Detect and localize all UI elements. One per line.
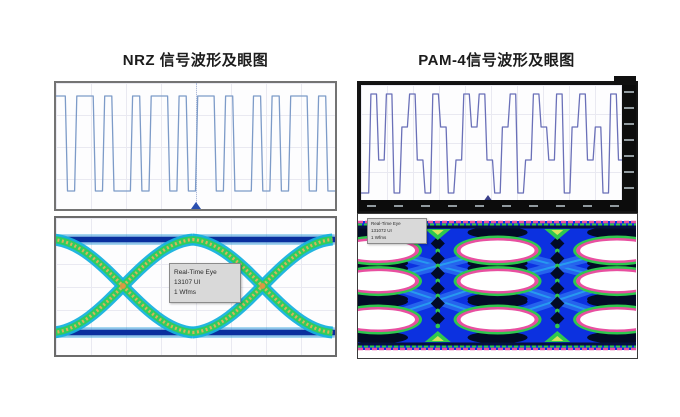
- nrz-waveform-panel: [54, 81, 337, 211]
- y-tick-label: [624, 107, 634, 109]
- nrz-eye-diagram: [56, 233, 335, 339]
- nrz-eye-panel: Real-Time Eye 13107 UI 1 Wfms: [54, 216, 337, 357]
- pam4-waveform-grid: [361, 85, 624, 202]
- y-tick-label: [624, 91, 634, 93]
- x-tick-label: [502, 205, 511, 207]
- x-tick-label: [583, 205, 592, 207]
- y-tick-label: [624, 171, 634, 173]
- pam4-eye-panel: Real-Time Eye 131072 UI 1 Wfms: [357, 213, 638, 359]
- scope-y-axis-strip: [622, 83, 636, 211]
- x-tick-label: [556, 205, 565, 207]
- y-tick-label: [624, 123, 634, 125]
- eye-label-line1: Real-Time Eye: [174, 269, 217, 276]
- eye-label-line3: 1 Wfms: [371, 234, 387, 240]
- pam4-eye-label: Real-Time Eye 131072 UI 1 Wfms: [367, 218, 427, 245]
- scope-x-axis-strip: [359, 200, 636, 211]
- eye-label-line1: Real-Time Eye: [371, 221, 401, 226]
- x-tick-label: [367, 205, 376, 207]
- scope-corner-marker: [614, 76, 636, 85]
- y-tick-label: [624, 139, 634, 141]
- nrz-title: NRZ 信号波形及眼图: [122, 52, 269, 69]
- nrz-eye-label: Real-Time Eye 13107 UI 1 Wfms: [169, 263, 241, 304]
- eye-label-line2: 13107 UI: [174, 279, 201, 287]
- nrz-waveform-trace: [56, 95, 335, 192]
- y-tick-label: [624, 187, 634, 189]
- eye-label-line3: 1 Wfms: [174, 289, 197, 297]
- x-tick-label: [610, 205, 619, 207]
- x-tick-label: [448, 205, 457, 207]
- pam4-waveform-panel: [357, 81, 638, 213]
- eye-label-line2: 131072 UI: [371, 227, 392, 233]
- x-tick-label: [475, 205, 484, 207]
- pam4-title: PAM-4信号波形及眼图: [418, 52, 575, 69]
- x-tick-label: [529, 205, 538, 207]
- x-tick-label: [421, 205, 430, 207]
- pam4-waveform-trace: [361, 93, 624, 194]
- trigger-marker-icon: [483, 195, 493, 202]
- x-tick-label: [394, 205, 403, 207]
- trigger-marker-icon: [191, 202, 201, 209]
- y-tick-label: [624, 155, 634, 157]
